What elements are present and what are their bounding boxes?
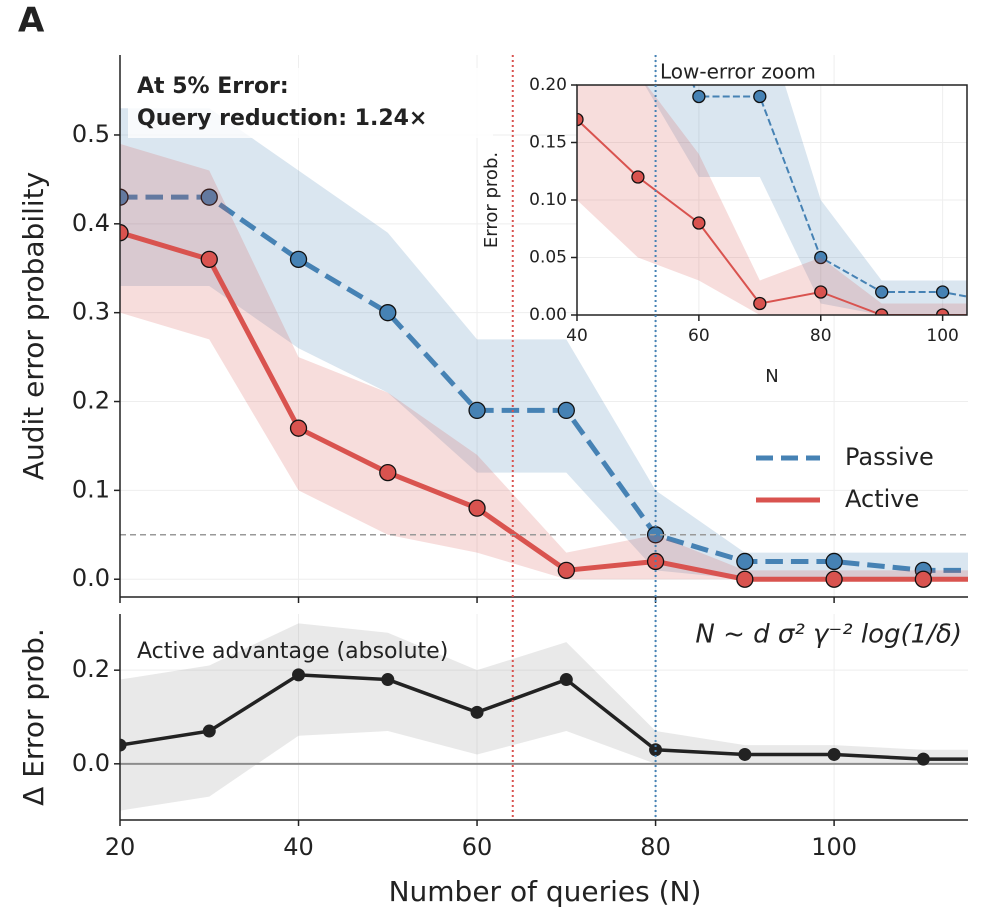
data-point — [379, 463, 397, 482]
data-point — [827, 747, 841, 761]
confidence-band — [644, 85, 967, 315]
data-point — [577, 112, 584, 127]
plot-area — [120, 623, 968, 811]
data-point — [649, 743, 663, 757]
data-point — [200, 188, 218, 206]
plot-area — [577, 85, 967, 315]
plot-area — [120, 108, 968, 588]
data-point — [559, 673, 573, 687]
x-axis-label: Number of queries (N) — [389, 875, 702, 908]
legend-label: Active — [845, 485, 919, 513]
annotation: Active advantage (absolute) — [137, 639, 448, 664]
y-tick-label: 0.00 — [529, 305, 567, 325]
y-axis-label: Δ Error prob. — [17, 628, 50, 806]
y-axis-label: Audit error probability — [17, 172, 50, 480]
data-point — [468, 401, 486, 420]
data-point — [631, 170, 645, 184]
annotation-box — [128, 68, 493, 138]
data-point — [379, 304, 397, 322]
data-point — [875, 308, 889, 315]
data-point — [738, 747, 752, 761]
data-point — [557, 561, 575, 579]
data-point — [875, 285, 889, 299]
x-tick-label: 60 — [462, 833, 493, 861]
x-tick-label: 40 — [566, 326, 588, 346]
data-point — [557, 401, 575, 420]
confidence-band — [120, 623, 968, 811]
data-point — [120, 188, 129, 206]
data-point — [736, 552, 754, 571]
data-point — [381, 673, 395, 687]
annotation: Query reduction: 1.24× — [137, 106, 427, 131]
confidence-band — [120, 143, 968, 580]
x-tick-label: 40 — [283, 833, 314, 861]
formula: N ~ d σ² γ⁻² log(1/δ) — [695, 620, 962, 650]
y-tick-label: 0.1 — [72, 475, 110, 503]
y-tick-label: 0.4 — [72, 209, 110, 237]
inset-y-label: Error prob. — [481, 152, 502, 248]
data-point — [292, 668, 306, 682]
x-tick-label: 80 — [810, 326, 832, 346]
inset-title: Low-error zoom — [660, 60, 816, 84]
annotation: At 5% Error: — [137, 74, 289, 99]
data-point — [825, 552, 843, 571]
legend-label: Passive — [845, 443, 934, 471]
y-tick-label: 0.2 — [72, 387, 110, 415]
data-point — [935, 308, 950, 315]
data-point — [202, 724, 216, 738]
data-point — [736, 570, 754, 588]
data-point — [200, 250, 218, 269]
data-point — [470, 705, 484, 719]
confidence-band — [120, 108, 968, 580]
data-point — [814, 285, 828, 299]
y-tick-label: 0.0 — [72, 564, 110, 592]
inset-x-label: N — [765, 366, 778, 387]
data-point — [935, 285, 950, 299]
x-tick-label: 100 — [811, 833, 857, 861]
x-tick-label: 80 — [640, 833, 671, 861]
data-point — [692, 89, 706, 104]
data-point — [814, 250, 828, 265]
y-tick-label: 0.2 — [72, 655, 110, 683]
data-point — [692, 216, 706, 230]
y-tick-label: 0.05 — [529, 248, 567, 268]
y-tick-label: 0.20 — [529, 75, 567, 95]
y-tick-label: 0.10 — [529, 190, 567, 210]
x-tick-label: 60 — [688, 326, 710, 346]
y-tick-label: 0.15 — [529, 133, 567, 153]
data-point — [468, 499, 486, 517]
data-point — [825, 570, 843, 588]
panel-label: A — [18, 1, 45, 41]
data-point — [120, 224, 129, 242]
x-tick-label: 100 — [926, 326, 958, 346]
data-point — [914, 570, 933, 588]
y-tick-label: 0.0 — [72, 749, 110, 777]
y-tick-label: 0.5 — [72, 120, 110, 148]
data-point — [289, 419, 308, 437]
data-point — [916, 752, 930, 766]
data-point — [753, 296, 767, 311]
x-tick-label: 20 — [105, 833, 136, 861]
data-point — [289, 250, 308, 269]
data-point — [753, 89, 767, 104]
confidence-band — [577, 85, 967, 315]
data-point — [120, 738, 127, 752]
y-tick-label: 0.3 — [72, 298, 110, 326]
